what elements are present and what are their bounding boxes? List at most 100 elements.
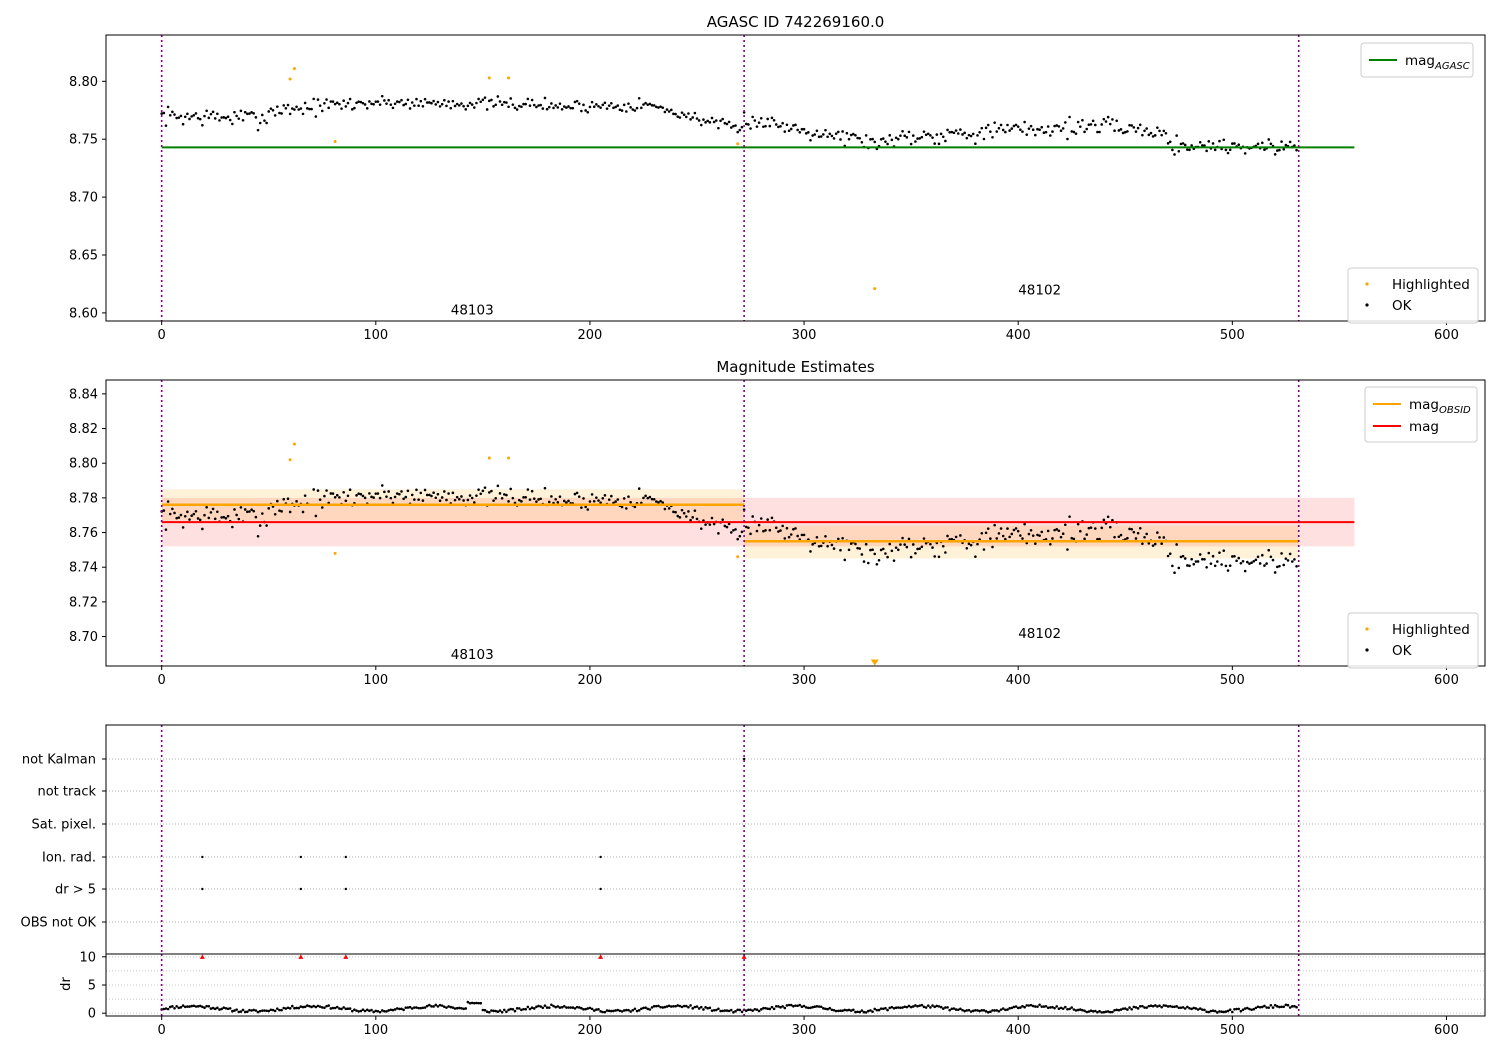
ok-point	[267, 110, 271, 113]
dr-point	[1111, 1010, 1114, 1014]
ok-point	[586, 110, 590, 114]
dr-point	[717, 1007, 720, 1011]
ok-point	[378, 103, 382, 106]
ok-point	[976, 542, 979, 546]
ok-point	[363, 496, 367, 500]
dr-point	[899, 1006, 902, 1010]
dr-point	[1085, 1010, 1089, 1014]
ok-point	[385, 495, 388, 498]
dr-point	[344, 1007, 348, 1011]
ok-point	[1136, 126, 1140, 130]
ok-point	[924, 133, 928, 137]
dr-point	[475, 1001, 478, 1005]
ok-point	[779, 124, 782, 128]
ok-point	[1243, 152, 1247, 155]
dr-point	[1207, 1010, 1211, 1014]
ok-point	[406, 98, 410, 102]
ok-point	[849, 542, 853, 545]
ok-point	[1141, 133, 1144, 137]
ok-point	[473, 501, 476, 504]
dr-point	[1295, 1005, 1298, 1009]
ok-point	[254, 515, 258, 519]
ok-point	[1166, 554, 1170, 558]
ok-point	[1059, 535, 1063, 539]
dr-point	[764, 1006, 767, 1010]
ok-point	[849, 133, 853, 137]
ok-point	[276, 499, 279, 503]
ok-point	[1031, 534, 1035, 537]
ok-point	[869, 138, 872, 141]
dr-point	[425, 1004, 429, 1008]
dr-point	[580, 1006, 583, 1010]
dr-point	[413, 1006, 416, 1009]
dr-point	[884, 1006, 887, 1010]
ok-point	[1046, 125, 1050, 128]
dr-point	[404, 1006, 408, 1009]
dr-point	[466, 1000, 470, 1004]
dr-point	[785, 1004, 789, 1007]
ok-point	[1119, 533, 1123, 537]
ok-point	[301, 112, 305, 116]
ok-point	[580, 506, 583, 509]
ok-point	[837, 537, 840, 541]
dr-point	[220, 1007, 223, 1011]
ok-point	[877, 558, 881, 562]
dr-point	[500, 1010, 504, 1014]
dr-point	[1162, 1004, 1166, 1007]
ok-point	[984, 126, 988, 130]
dr-point	[1224, 1010, 1228, 1013]
ok-point	[995, 130, 999, 133]
ok-point	[1295, 564, 1298, 568]
ok-point	[736, 130, 739, 134]
ok-point	[389, 103, 393, 106]
ok-point	[794, 527, 797, 530]
dr-point	[329, 1007, 333, 1010]
ok-point	[248, 112, 251, 115]
ok-point	[670, 108, 673, 112]
ok-point	[447, 100, 450, 103]
ok-point	[982, 548, 986, 551]
dr-point	[819, 1005, 823, 1009]
dr-point	[203, 1006, 206, 1010]
ok-point	[1023, 522, 1026, 526]
ok-point	[224, 116, 228, 120]
dr-point	[822, 1007, 825, 1010]
highlighted-point	[288, 77, 292, 81]
ok-point	[777, 125, 780, 129]
ok-point	[1096, 537, 1099, 541]
ok-point	[890, 138, 894, 142]
dr-point	[305, 1004, 309, 1007]
ok-point	[1141, 542, 1144, 546]
ok-point	[1098, 537, 1101, 541]
chart-title: AGASC ID 742269160.0	[707, 13, 885, 31]
ok-point	[886, 555, 889, 559]
ok-point	[1151, 135, 1155, 138]
ok-point	[601, 103, 605, 107]
dr-point	[1273, 1003, 1277, 1007]
ok-point	[789, 533, 793, 536]
ok-point	[588, 105, 592, 109]
ok-point	[1145, 127, 1148, 130]
ok-point	[712, 120, 716, 124]
ok-point	[181, 122, 185, 126]
ok-point	[539, 103, 542, 107]
ok-point	[922, 130, 926, 133]
ok-point	[265, 121, 268, 125]
ok-point	[1111, 118, 1114, 121]
ok-point	[211, 507, 215, 511]
ok-point	[592, 105, 596, 109]
ok-point	[246, 112, 249, 116]
ok-point	[280, 112, 283, 115]
ok-point	[1016, 125, 1020, 129]
ok-point	[1023, 120, 1026, 124]
obsid-label: 48103	[451, 647, 494, 663]
flag-label: Sat. pixel.	[32, 818, 96, 833]
dr-point	[451, 1006, 455, 1009]
flag-point	[599, 887, 602, 891]
ok-point	[329, 100, 333, 103]
ok-point	[1096, 130, 1099, 134]
ok-point	[248, 510, 251, 513]
ok-point	[614, 105, 617, 109]
dr-point	[1218, 1010, 1221, 1013]
dr-point	[956, 1008, 960, 1012]
